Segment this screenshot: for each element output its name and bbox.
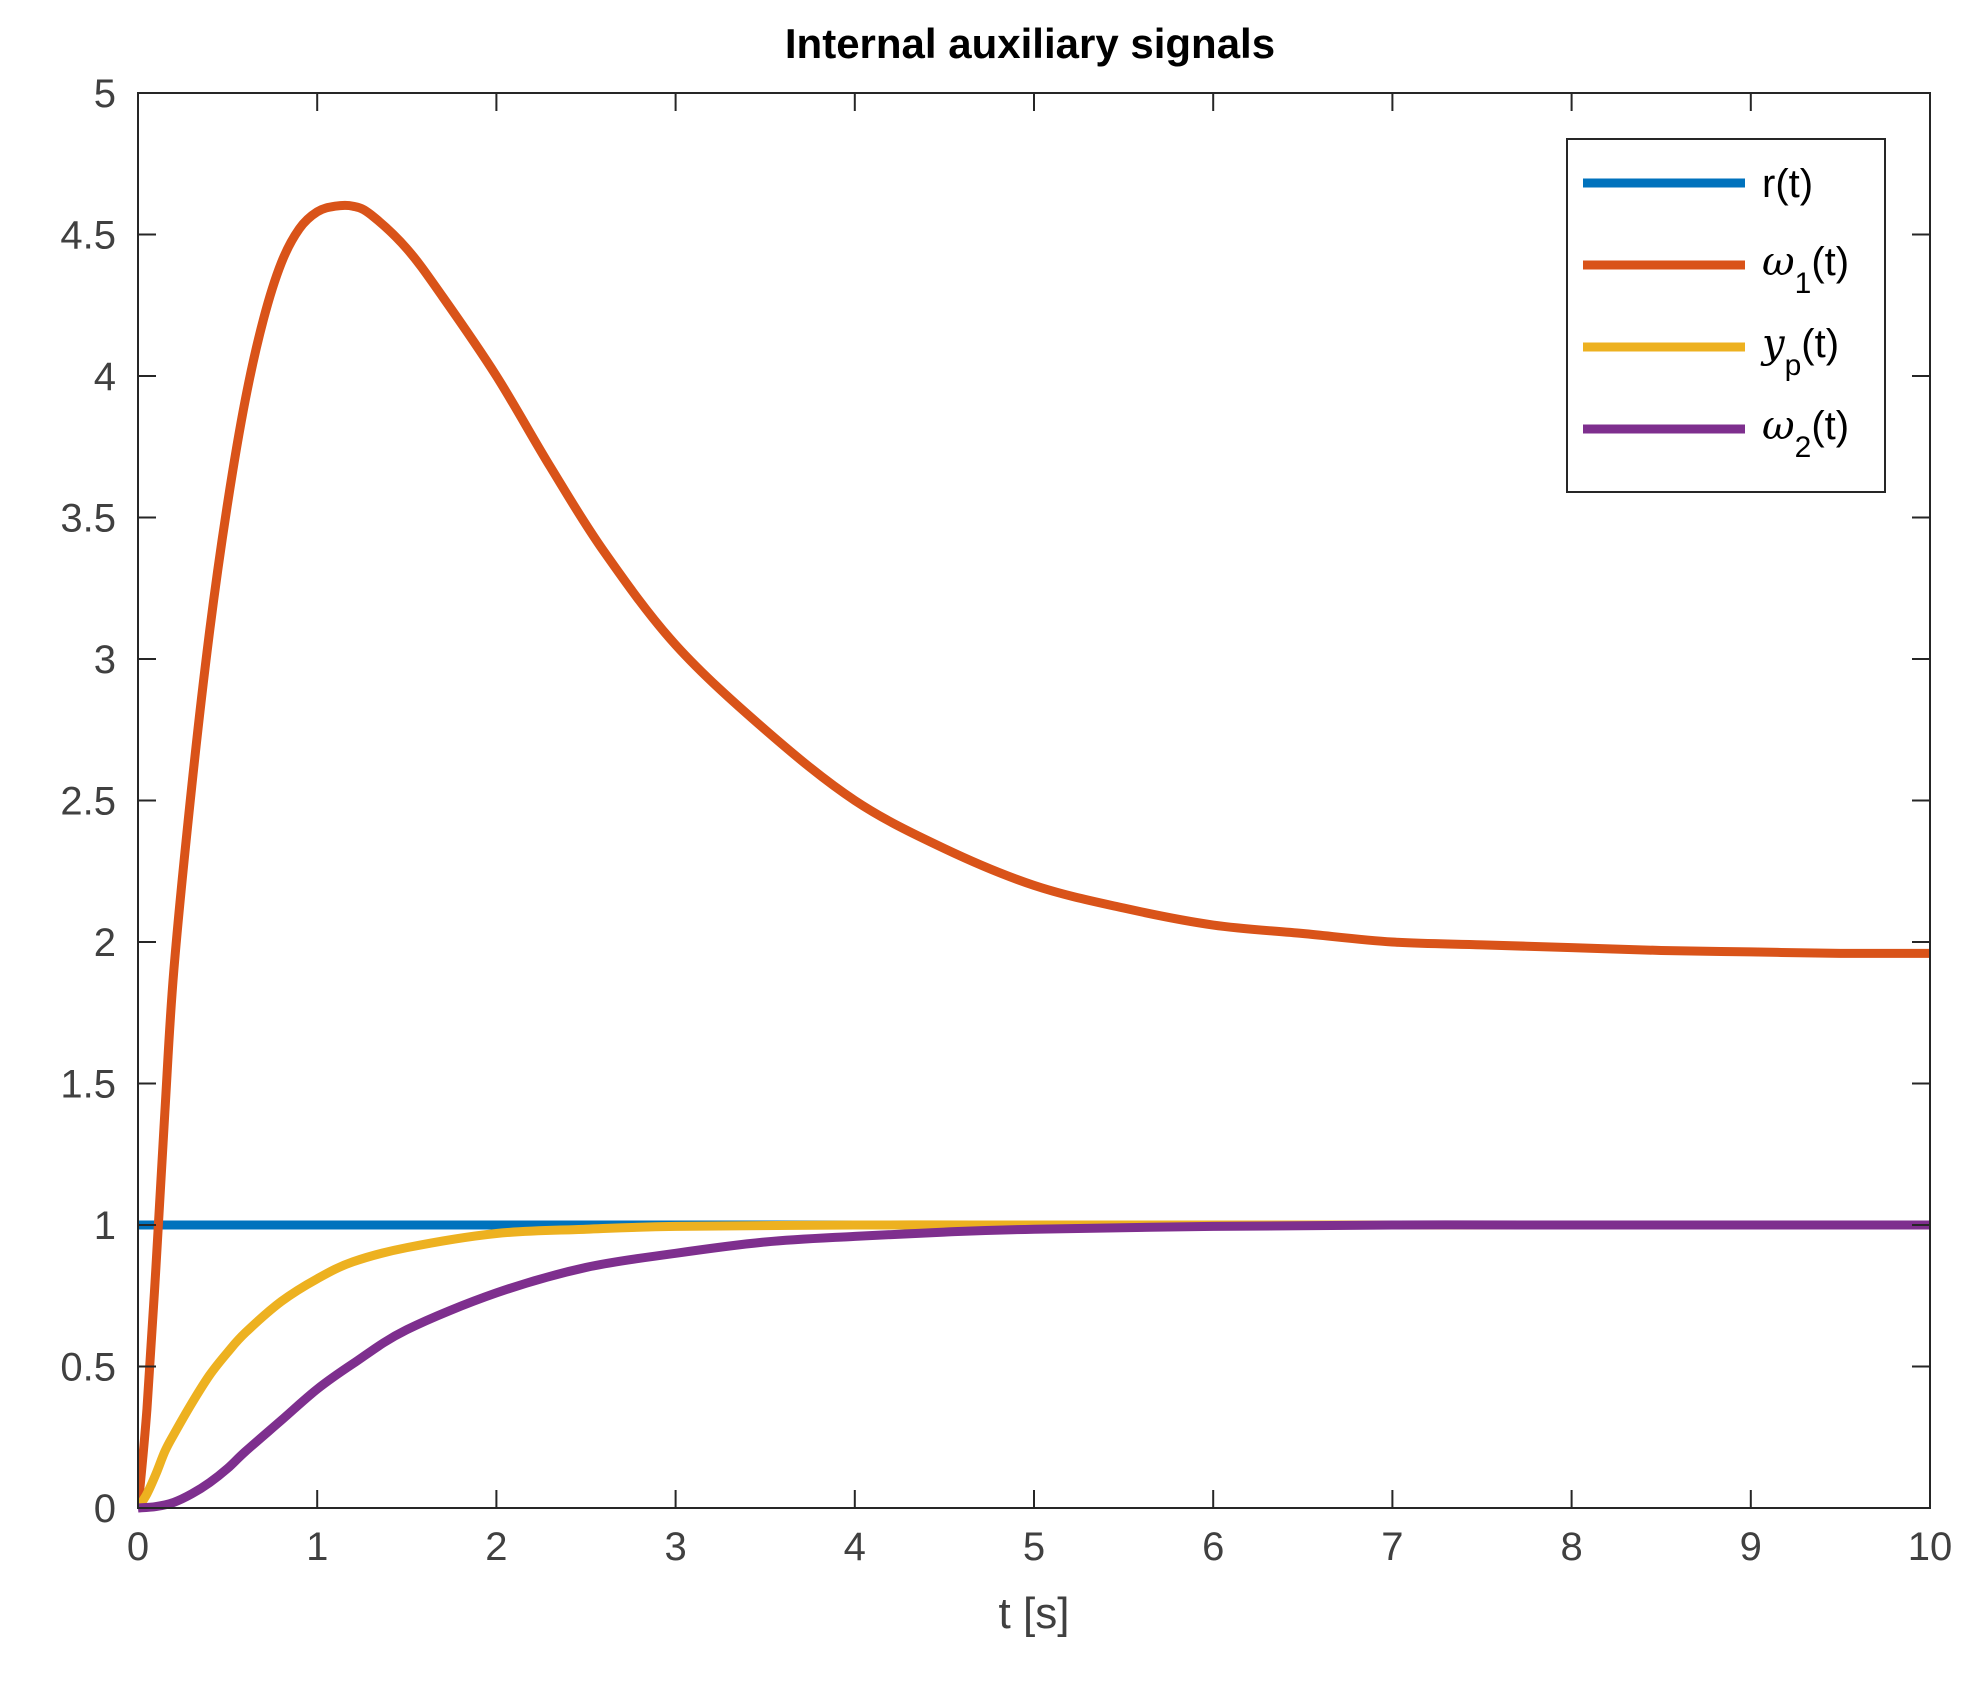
x-tick-label: 0: [127, 1525, 149, 1569]
x-tick-label: 5: [1023, 1525, 1045, 1569]
legend-label-w2: ω2(t): [1762, 403, 1849, 464]
y-tick-label: 4: [94, 355, 116, 399]
y-tick-label: 1: [94, 1204, 116, 1248]
series-line-yp: [138, 1220, 1930, 1511]
x-tick-label: 2: [485, 1525, 507, 1569]
series-line-w2: [138, 1220, 1930, 1513]
legend-suffix: (t): [1811, 240, 1849, 284]
y-tick-label: 2: [94, 921, 116, 965]
series-layer: [138, 200, 1930, 1513]
legend-subscript: 2: [1795, 431, 1812, 464]
x-axis-label: t [s]: [999, 1589, 1070, 1638]
legend-subscript: 1: [1795, 267, 1812, 300]
x-tick-label: 9: [1740, 1525, 1762, 1569]
legend: r(t)ω1(t)yp(t)ω2(t): [1566, 138, 1886, 493]
y-tick-label: 4.5: [60, 214, 116, 258]
y-tick-label: 3: [94, 638, 116, 682]
x-tick-label: 8: [1560, 1525, 1582, 1569]
legend-label-r: r(t): [1762, 162, 1813, 206]
y-tick-label: 2.5: [60, 780, 116, 824]
y-tick-label: 5: [94, 72, 116, 116]
x-tick-label: 7: [1381, 1525, 1403, 1569]
legend-label-yp: yp(t): [1760, 321, 1839, 382]
x-tick-label: 1: [306, 1525, 328, 1569]
legend-label-w1: ω1(t): [1762, 239, 1849, 300]
y-tick-label: 0: [94, 1487, 116, 1531]
series-line-w1: [138, 200, 1930, 1509]
x-tick-label: 6: [1202, 1525, 1224, 1569]
x-tick-label: 10: [1908, 1525, 1953, 1569]
legend-suffix: (t): [1801, 322, 1839, 366]
x-tick-label: 4: [844, 1525, 866, 1569]
y-tick-label: 0.5: [60, 1346, 116, 1390]
ticks-layer: 0 1 2 3 4 5 6 7 8 9 10 0 0.5 1 1.5 2 2.5 3 3.5 4 4.5 5: [60, 72, 1952, 1569]
x-tick-label: 3: [664, 1525, 686, 1569]
legend-suffix: (t): [1811, 404, 1849, 448]
legend-symbol: y: [1760, 321, 1786, 367]
chart-title: Internal auxiliary signals: [785, 20, 1275, 67]
y-tick-label: 1.5: [60, 1063, 116, 1107]
y-tick-label: 3.5: [60, 497, 116, 541]
legend-symbol: ω: [1762, 239, 1795, 285]
legend-symbol: ω: [1762, 403, 1795, 449]
legend-subscript: p: [1785, 349, 1802, 382]
